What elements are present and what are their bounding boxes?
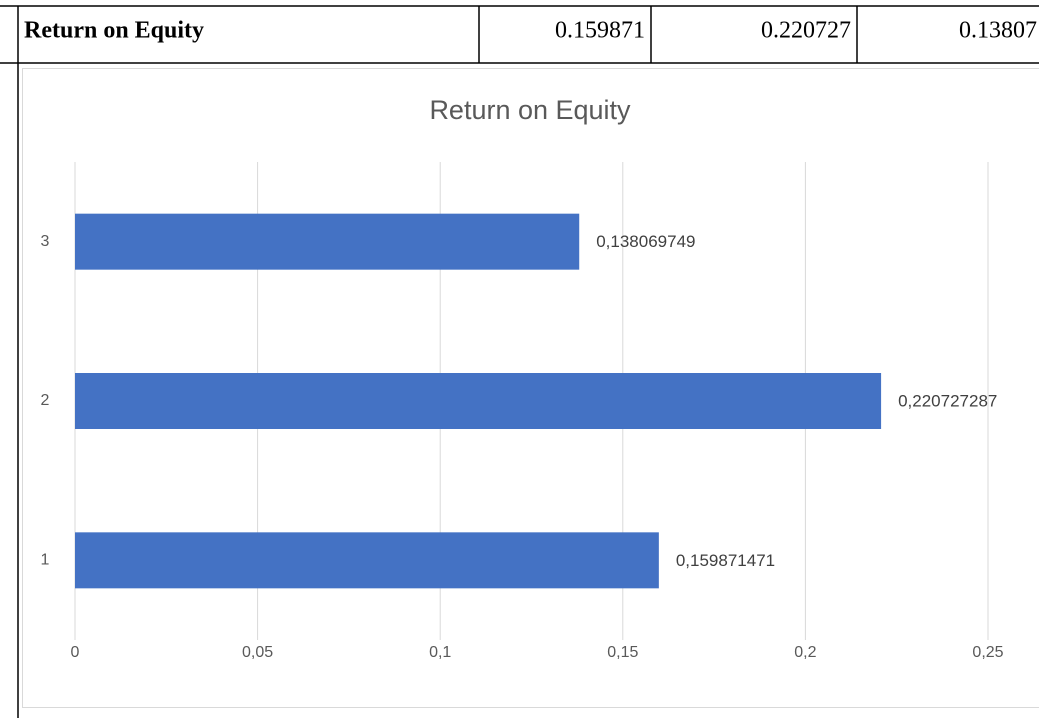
x-tick-label: 0,2 [794, 644, 816, 661]
x-tick-label: 0,1 [429, 644, 451, 661]
table-cell: 0.13807 [959, 18, 1037, 44]
x-tick-label: 0 [71, 644, 80, 661]
table [0, 5, 1039, 718]
data-label: 0,220727287 [898, 391, 997, 410]
x-tick-label: 0,05 [242, 644, 273, 661]
x-tick-label: 0,25 [972, 644, 1003, 661]
table-cell: 0.159871 [555, 18, 645, 44]
chart-frame [22, 68, 1039, 708]
data-label: 0,159871471 [676, 551, 775, 570]
bar [75, 213, 580, 270]
bar [75, 373, 882, 429]
y-tick-label: 3 [41, 233, 50, 250]
table-cell: Return on Equity [24, 18, 204, 44]
x-tick-label: 0,15 [607, 644, 638, 661]
y-tick-label: 1 [41, 552, 50, 569]
chart-title: Return on Equity [429, 95, 631, 125]
table-cell: 0.220727 [761, 18, 851, 44]
data-label: 0,138069749 [596, 232, 695, 251]
bar [75, 532, 659, 589]
y-tick-label: 2 [41, 392, 50, 409]
